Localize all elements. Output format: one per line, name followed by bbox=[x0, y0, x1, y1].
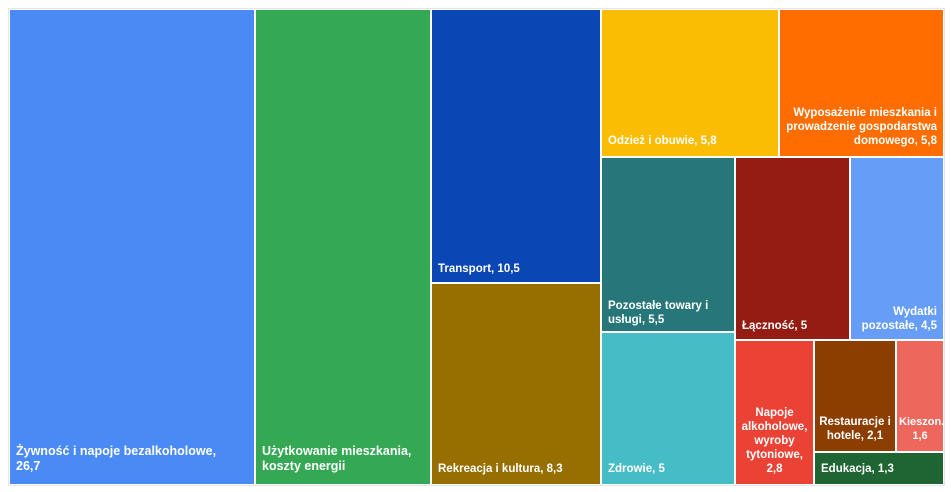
tile-label-rekreacja: Rekreacja i kultura, 8,3 bbox=[438, 463, 563, 475]
tile-odziez[interactable]: Odzież i obuwie, 5,8 bbox=[601, 9, 779, 157]
tile-zdrowie[interactable]: Zdrowie, 5 bbox=[601, 332, 735, 485]
tile-label-zywnosc: Żywność i napoje bezalkoholowe, 26,7 bbox=[16, 444, 217, 473]
tile-label-transport: Transport, 10,5 bbox=[438, 263, 520, 275]
tile-label-edukacja: Edukacja, 1,3 bbox=[821, 463, 894, 475]
tile-transport[interactable]: Transport, 10,5 bbox=[431, 9, 601, 283]
tile-edukacja[interactable]: Edukacja, 1,3 bbox=[814, 452, 944, 485]
tile-napoje-alkoholowe[interactable]: Napoje alkoholowe, wyroby tytoniowe, 2,8 bbox=[735, 340, 814, 485]
tile-label-pozostale-towary: Pozostałe towary i usługi, 5,5 bbox=[608, 300, 709, 326]
tile-zywnosc[interactable]: Żywność i napoje bezalkoholowe, 26,7 bbox=[9, 9, 255, 485]
tile-wydatki-pozostale[interactable]: Wydatki pozostałe, 4,5 bbox=[850, 157, 944, 340]
tile-restauracje[interactable]: Restauracje i hotele, 2,1 bbox=[814, 340, 896, 452]
tile-label-restauracje: Restauracje i hotele, 2,1 bbox=[819, 416, 891, 442]
tile-label-zdrowie: Zdrowie, 5 bbox=[608, 463, 665, 475]
tile-label-kieszonkowe: Kieszon... 1,6 bbox=[899, 416, 951, 442]
tile-label-wydatki-pozostale: Wydatki pozostałe, 4,5 bbox=[861, 306, 937, 332]
tile-rekreacja[interactable]: Rekreacja i kultura, 8,3 bbox=[431, 283, 601, 485]
tile-label-lacznosc: Łączność, 5 bbox=[742, 320, 808, 332]
tile-kieszonkowe[interactable]: Kieszon... 1,6 bbox=[896, 340, 951, 452]
treemap-chart: Żywność i napoje bezalkoholowe, 26,7 Użyt… bbox=[8, 8, 951, 486]
tile-wyposazenie[interactable]: Wyposażenie mieszkania i prowadzenie gosp… bbox=[779, 9, 944, 157]
tile-label-wyposazenie: Wyposażenie mieszkania i prowadzenie gosp… bbox=[786, 107, 937, 147]
tile-label-uzytkowanie-mieszkania: Użytkowanie mieszkania, koszty energii bbox=[262, 444, 412, 473]
tile-lacznosc[interactable]: Łączność, 5 bbox=[735, 157, 850, 340]
tile-pozostale-towary[interactable]: Pozostałe towary i usługi, 5,5 bbox=[601, 157, 735, 332]
tile-uzytkowanie-mieszkania[interactable]: Użytkowanie mieszkania, koszty energii bbox=[255, 9, 431, 485]
tile-label-odziez: Odzież i obuwie, 5,8 bbox=[608, 135, 717, 147]
tile-label-napoje-alkoholowe: Napoje alkoholowe, wyroby tytoniowe, 2,8 bbox=[741, 407, 808, 475]
